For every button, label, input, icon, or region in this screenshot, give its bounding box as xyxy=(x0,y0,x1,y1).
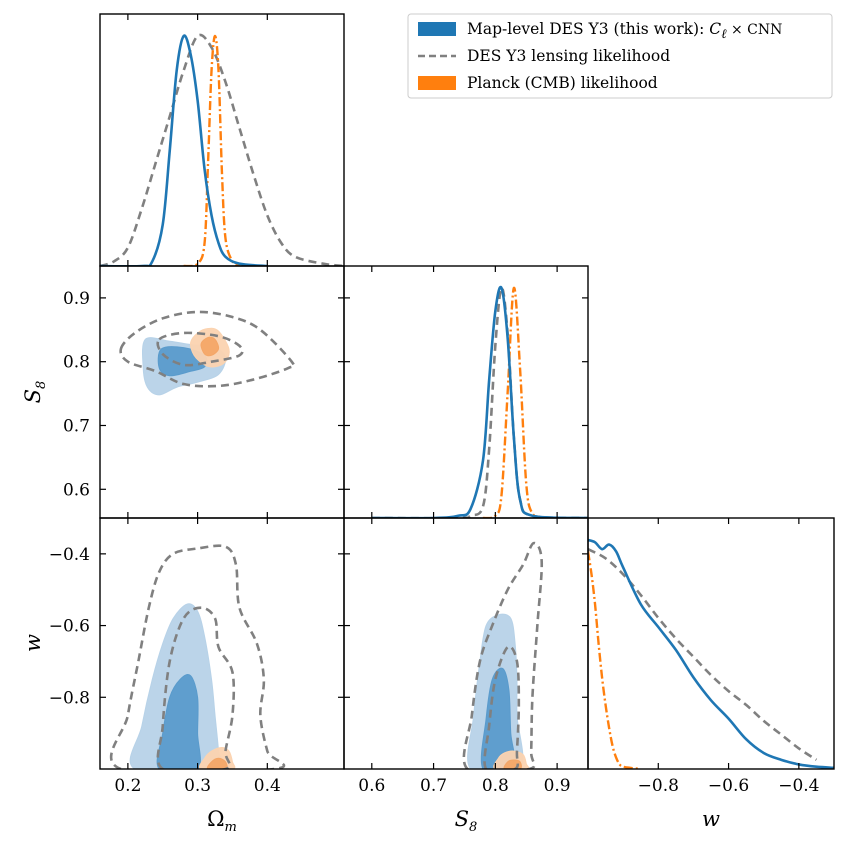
legend-patch-map xyxy=(418,22,456,36)
map-contour-inner xyxy=(156,674,201,769)
planck-marginal-s8 xyxy=(482,286,546,518)
y-tick-label-w: −0.8 xyxy=(49,688,90,708)
omega-m-vs-w-panel xyxy=(109,544,286,769)
des-contour-inner xyxy=(156,606,236,769)
x-tick-label-omega_m: 0.2 xyxy=(114,776,141,796)
planck-marginal-omega_m xyxy=(183,34,241,266)
frame-r2-c2 xyxy=(587,517,835,770)
omega-m-marginal-panel xyxy=(100,33,344,266)
des-contour-inner xyxy=(156,331,244,367)
legend-patch-planck xyxy=(418,76,456,90)
x-axis-label-omega-m: Ωm xyxy=(207,807,237,835)
s8-vs-w-panel xyxy=(462,541,544,769)
x-axis-label-s8: S8 xyxy=(455,807,478,835)
x-tick-label-s8: 0.6 xyxy=(358,776,385,796)
des-contour-outer xyxy=(109,544,286,769)
x-tick-label-s8: 0.8 xyxy=(482,776,509,796)
frame-r2-c1 xyxy=(343,517,589,770)
y-tick-label-w: −0.4 xyxy=(49,545,90,565)
axis-ticks: 0.2 0.3 0.4 0.6 0.7 0.8 0.9 −0.8 −0.6 −0.4 0.6 0.7 0… xyxy=(49,14,819,796)
y-tick-label-s8: 0.8 xyxy=(63,353,90,373)
planck-marginal-w xyxy=(588,551,641,769)
x-tick-label-w: −0.8 xyxy=(638,776,679,796)
frame-r1-c0 xyxy=(99,265,345,519)
legend-frame xyxy=(407,13,833,99)
frame-r1-c1 xyxy=(343,265,589,519)
des-contour-inner xyxy=(483,645,521,769)
map-marginal-s8 xyxy=(371,285,588,518)
x-tick-label-s8: 0.9 xyxy=(544,776,571,796)
y-tick-label-w: −0.6 xyxy=(49,617,90,637)
planck-contour-inner xyxy=(206,757,228,769)
des-marginal-w xyxy=(588,547,818,761)
legend: Map-level DES Y3 (this work): Cℓ × CNN D… xyxy=(407,13,833,99)
des-marginal-omega_m xyxy=(100,33,344,266)
y-tick-label-s8: 0.7 xyxy=(63,416,90,436)
x-tick-label-omega_m: 0.4 xyxy=(254,776,281,796)
planck-contour-inner xyxy=(200,336,220,357)
frame-r2-c0 xyxy=(99,517,345,770)
legend-label-planck: Planck (CMB) likelihood xyxy=(467,74,658,92)
omega-m-vs-s8-panel xyxy=(119,310,296,396)
y-tick-label-s8: 0.6 xyxy=(63,480,90,500)
y-axis-label-s8: S8 xyxy=(21,381,49,404)
map-marginal-w xyxy=(588,538,834,769)
x-axis-label-w: w xyxy=(702,807,720,831)
x-tick-label-w: −0.6 xyxy=(708,776,749,796)
x-tick-label-omega_m: 0.3 xyxy=(184,776,211,796)
y-tick-label-s8: 0.9 xyxy=(63,289,90,309)
map-marginal-omega_m xyxy=(100,34,268,266)
s8-marginal-panel xyxy=(371,285,588,518)
legend-label-des: DES Y3 lensing likelihood xyxy=(467,47,670,65)
w-marginal-panel xyxy=(588,538,834,769)
y-axis-label-w: w xyxy=(21,634,45,652)
des-contour-outer xyxy=(119,310,296,388)
x-tick-label-s8: 0.7 xyxy=(420,776,447,796)
panel-frames xyxy=(99,13,835,770)
des-contour-outer xyxy=(462,541,544,769)
legend-label-map: Map-level DES Y3 (this work): Cℓ × CNN xyxy=(467,20,782,42)
x-tick-label-w: −0.4 xyxy=(778,776,819,796)
